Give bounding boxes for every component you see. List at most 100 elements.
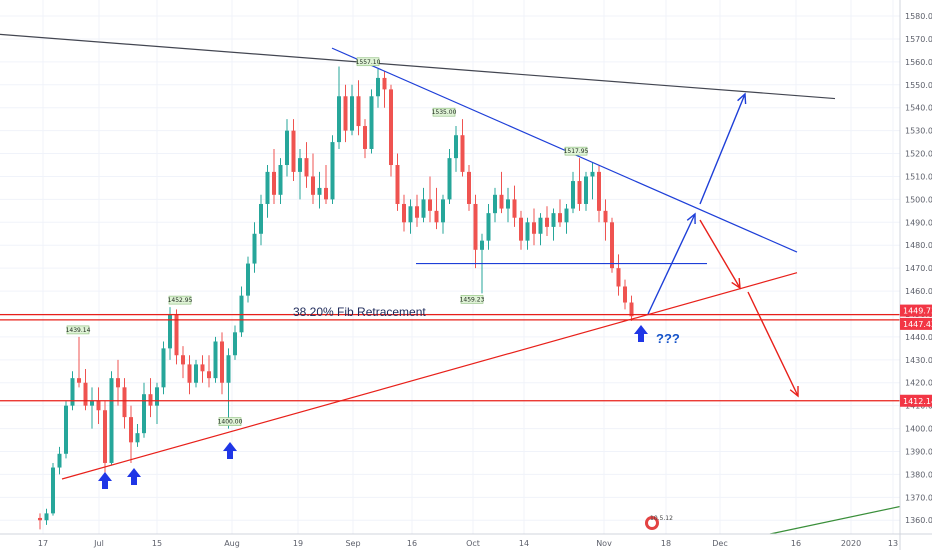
up-arrow-marker-1 bbox=[98, 472, 112, 489]
price-badge: 1449.73 bbox=[900, 304, 932, 317]
red-arrow-down-2 bbox=[747, 291, 799, 398]
candle-body bbox=[343, 96, 348, 131]
candle-body bbox=[584, 176, 588, 204]
candle-body bbox=[363, 126, 367, 149]
candle-body bbox=[564, 208, 569, 223]
candle-body bbox=[116, 378, 120, 388]
red-arrow-down-1-head bbox=[731, 277, 741, 290]
candle-body bbox=[597, 171, 601, 211]
candle-body bbox=[181, 355, 185, 365]
x-tick-label: 16 bbox=[791, 539, 801, 548]
question-annotation: ??? bbox=[656, 331, 680, 346]
peak-label: 1400.00 bbox=[218, 417, 243, 426]
peak-label-text: 1459.23 bbox=[460, 296, 485, 303]
blue-descending-resistance bbox=[331, 47, 798, 253]
candle-body bbox=[415, 206, 419, 218]
candle-body bbox=[161, 348, 166, 388]
x-tick-label: 14 bbox=[519, 539, 529, 548]
y-tick-label: 1370.00 bbox=[905, 493, 932, 502]
blue-arrow-up-1-head bbox=[686, 212, 696, 225]
candle-body bbox=[272, 171, 276, 195]
peak-label-text: 1535.00 bbox=[432, 109, 457, 116]
red-arrow-down-2-shaft bbox=[747, 291, 799, 397]
candle-body bbox=[395, 165, 400, 204]
y-tick-label: 1520.00 bbox=[905, 150, 932, 159]
candles bbox=[38, 66, 634, 530]
fib-retracement-label: 38.20% Fib Retracement bbox=[293, 305, 426, 319]
blue-arrow-up-1 bbox=[647, 212, 696, 315]
candle-body bbox=[220, 341, 224, 383]
candle-body bbox=[64, 405, 68, 454]
price-badge-box bbox=[900, 394, 932, 407]
candle-body bbox=[519, 217, 523, 241]
x-tick-label: 18 bbox=[661, 539, 671, 548]
peak-label: 1452.95 bbox=[168, 295, 193, 305]
up-arrow-marker-4-shape bbox=[634, 325, 648, 342]
price-badge-text: 1447.42 bbox=[903, 320, 932, 329]
candle-body bbox=[532, 222, 536, 234]
candle-body bbox=[103, 410, 107, 463]
price-badge: 1447.42 bbox=[900, 317, 932, 330]
green-bottom-line bbox=[769, 505, 901, 535]
peak-label: 1459.23 bbox=[460, 295, 485, 304]
candle-body bbox=[382, 77, 387, 90]
candle-body bbox=[460, 135, 465, 172]
time-axis: 17 Jul 15 Aug 19 Sep 16 Oct 14 Nov 18 Dec 16 2020 13 bbox=[0, 533, 932, 548]
candle-body bbox=[259, 203, 263, 234]
candle-body bbox=[77, 378, 81, 383]
candle-body bbox=[155, 387, 159, 406]
candle-body bbox=[473, 203, 478, 250]
candle-body bbox=[356, 96, 361, 127]
peak-label-box bbox=[218, 417, 242, 426]
candle-body bbox=[226, 355, 231, 383]
candle-body bbox=[408, 206, 413, 223]
up-arrow-marker-2-shape bbox=[127, 468, 141, 485]
candle-body bbox=[51, 467, 55, 514]
candle-body bbox=[304, 158, 309, 177]
candle-body bbox=[610, 222, 614, 269]
candle-body bbox=[90, 401, 94, 406]
price-badge-text: 1449.73 bbox=[903, 307, 932, 316]
peak-label-text: 1517.95 bbox=[564, 148, 589, 155]
candle-body bbox=[148, 394, 153, 406]
x-tick-label: Dec bbox=[712, 539, 727, 548]
candle-body bbox=[187, 364, 192, 383]
candle-body bbox=[213, 341, 218, 379]
candle-body bbox=[311, 176, 315, 195]
price-badge-box bbox=[900, 317, 932, 330]
peak-label: 1517.95 bbox=[564, 146, 589, 156]
watermark-badge: 10.5.12 bbox=[645, 515, 673, 530]
blue-arrow-up-2-shaft bbox=[699, 93, 746, 205]
x-tick-label: 17 bbox=[38, 539, 48, 548]
candle-body bbox=[590, 171, 595, 177]
y-tick-label: 1440.00 bbox=[905, 333, 932, 342]
blue-arrow-up-2-head bbox=[737, 92, 747, 105]
up-arrow-marker-3-shape bbox=[223, 442, 237, 459]
candle-body bbox=[324, 187, 328, 200]
red-arrow-down-1 bbox=[699, 219, 741, 290]
up-arrow-marker-1-shape bbox=[98, 472, 112, 489]
candle-body bbox=[369, 96, 374, 149]
candle-body bbox=[525, 222, 530, 241]
y-tick-label: 1540.00 bbox=[905, 104, 932, 113]
candle-body bbox=[83, 382, 88, 406]
candle-body bbox=[577, 181, 582, 204]
candle-body bbox=[239, 295, 244, 333]
peak-label-text: 1452.95 bbox=[168, 297, 193, 304]
candle-body bbox=[629, 302, 634, 317]
candle-body bbox=[558, 213, 562, 223]
red-arrow-down-2-head bbox=[789, 385, 799, 398]
peak-label: 1557.10 bbox=[356, 57, 381, 67]
peak-label: 1535.00 bbox=[432, 107, 457, 117]
candle-body bbox=[402, 203, 406, 223]
candle-body bbox=[174, 313, 179, 356]
candle-body bbox=[389, 89, 393, 166]
candle-body bbox=[467, 171, 471, 204]
candle-body bbox=[252, 233, 257, 264]
peak-labels: 1439.14 1452.95 1400.00 1557.10 1535.00 1517.… bbox=[66, 57, 589, 426]
x-tick-label: 19 bbox=[293, 539, 303, 548]
watermark-text: 10.5.12 bbox=[650, 515, 673, 522]
price-badge-box bbox=[900, 304, 932, 317]
y-tick-label: 1580.00 bbox=[905, 12, 932, 21]
candle-body bbox=[434, 210, 439, 223]
